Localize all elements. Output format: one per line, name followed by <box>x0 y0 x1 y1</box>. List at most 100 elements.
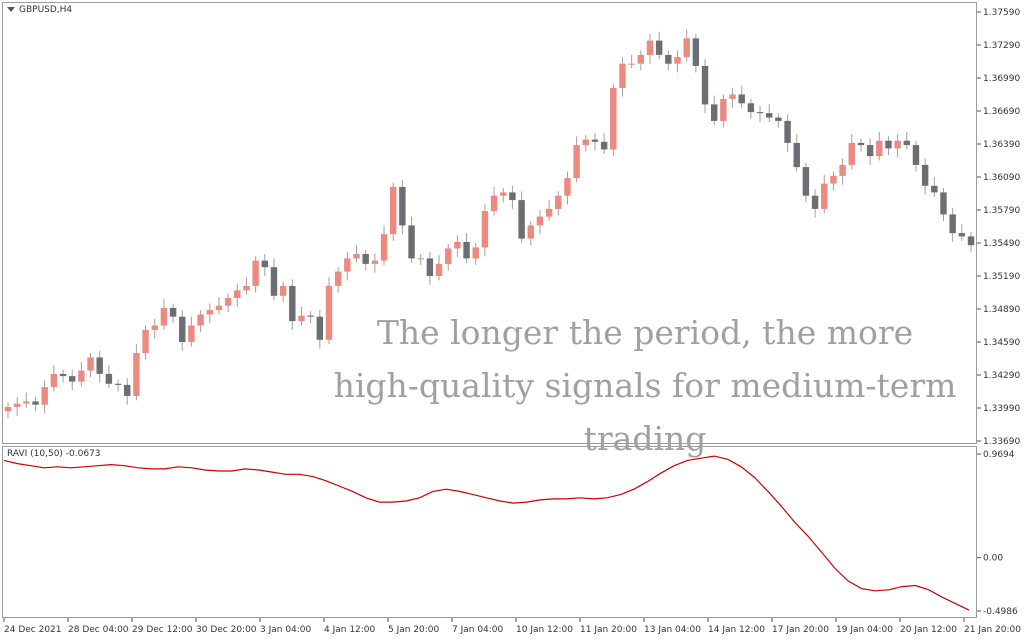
bear-candle <box>958 233 966 237</box>
price-axis-label: 1.34590 <box>983 338 1020 348</box>
bear-candle <box>949 214 956 234</box>
bull-candle <box>472 247 479 259</box>
bear-candle <box>940 192 947 215</box>
bull-candle <box>87 357 94 371</box>
bear-candle <box>802 167 810 196</box>
bear-candle <box>692 38 700 66</box>
bull-candle <box>50 373 58 388</box>
price-axis-label: 1.33990 <box>983 404 1020 414</box>
symbol-title-label: GBPUSD,H4 <box>19 5 73 15</box>
bull-candle <box>23 401 30 404</box>
price-axis-label: 1.36990 <box>983 74 1020 84</box>
bear-candle <box>289 285 296 322</box>
bear-candle <box>591 139 599 142</box>
price-axis-label: 1.36090 <box>983 173 1020 183</box>
caption-line-1: The longer the period, the more <box>376 313 914 352</box>
bull-candle <box>610 87 617 150</box>
price-axis-label: 1.36690 <box>983 107 1020 117</box>
bear-candle <box>600 141 608 150</box>
ravi-axis-label: 0.9694 <box>983 450 1015 460</box>
bull-candle <box>481 211 489 248</box>
bear-candle <box>710 104 718 121</box>
bear-candle <box>408 225 415 259</box>
bull-candle <box>490 195 498 212</box>
bear-candle <box>114 383 122 385</box>
bull-candle <box>619 63 626 88</box>
ravi-indicator-pane[interactable]: RAVI (10,50) -0.0673 <box>2 446 977 618</box>
time-axis-label: 4 Jan 12:00 <box>324 625 376 635</box>
bull-candle <box>454 241 461 249</box>
bull-candle <box>243 285 250 291</box>
bull-candle <box>555 195 562 209</box>
bull-candle <box>729 94 736 99</box>
time-axis-label: 28 Dec 04:00 <box>68 625 129 635</box>
time-axis-label: 29 Dec 12:00 <box>132 625 193 635</box>
time-axis-label: 17 Jan 20:00 <box>772 625 829 635</box>
bull-candle <box>334 271 342 286</box>
bull-candle <box>417 258 424 260</box>
price-axis-label: 1.37590 <box>983 8 1020 18</box>
bull-candle <box>646 40 654 55</box>
bear-candle <box>738 94 745 104</box>
bull-candle <box>876 140 883 157</box>
bull-candle <box>188 325 195 342</box>
bear-candle <box>426 258 434 276</box>
time-axis-label: 3 Jan 04:00 <box>260 625 312 635</box>
price-axis-label: 1.34890 <box>983 305 1020 315</box>
bear-candle <box>747 103 755 113</box>
price-axis-label: 1.35490 <box>983 239 1020 249</box>
bear-candle <box>756 112 764 114</box>
bull-candle <box>720 98 727 121</box>
bear-candle <box>399 186 406 226</box>
bear-candle <box>179 316 186 342</box>
bear-candle <box>701 65 709 105</box>
bear-candle <box>59 373 67 377</box>
ravi-line <box>3 455 970 611</box>
bull-candle <box>848 142 855 165</box>
bear-candle <box>655 40 663 55</box>
time-axis-label: 20 Jan 12:00 <box>900 625 957 635</box>
bull-candle <box>13 403 21 407</box>
bull-candle <box>435 263 443 276</box>
price-axis-label: 1.35190 <box>983 272 1020 282</box>
bear-candle <box>124 384 131 396</box>
bull-candle <box>389 186 397 235</box>
bull-candle <box>821 183 828 209</box>
bull-candle <box>325 285 333 340</box>
bear-candle <box>811 195 819 209</box>
bull-candle <box>830 175 837 184</box>
time-axis-label: 24 Dec 2021 <box>4 625 62 635</box>
indicator-title: RAVI (10,50) -0.0673 <box>7 449 101 459</box>
ravi-axis-label: -0.4986 <box>983 607 1018 617</box>
symbol-title[interactable]: GBPUSD,H4 <box>7 5 72 15</box>
bull-candle <box>206 310 213 315</box>
bear-candle <box>665 54 672 64</box>
price-axis-label: 1.36390 <box>983 140 1020 150</box>
bull-candle <box>160 307 168 326</box>
bull-candle <box>252 260 259 286</box>
bull-candle <box>445 248 452 264</box>
bull-candle <box>573 145 580 179</box>
bear-candle <box>775 117 782 121</box>
bear-candle <box>766 113 773 118</box>
bull-candle <box>674 57 681 64</box>
bull-candle <box>78 370 85 382</box>
bear-candle <box>784 120 791 143</box>
bull-candle <box>894 140 901 149</box>
caption-overlay: The longer the period, the more high-qua… <box>320 306 970 465</box>
bull-candle <box>545 208 553 217</box>
time-axis-label: 30 Dec 20:00 <box>196 625 257 635</box>
chevron-down-icon[interactable] <box>7 7 15 12</box>
bull-candle <box>142 329 149 353</box>
bear-candle <box>362 254 369 264</box>
bull-candle <box>224 298 232 306</box>
bear-candle <box>912 145 920 165</box>
bear-candle <box>270 267 278 296</box>
bull-candle <box>536 216 544 226</box>
price-chart-pane[interactable]: GBPUSD,H4 <box>2 2 977 444</box>
bear-candle <box>921 164 929 186</box>
bull-candle <box>628 63 635 65</box>
bull-candle <box>298 315 305 322</box>
